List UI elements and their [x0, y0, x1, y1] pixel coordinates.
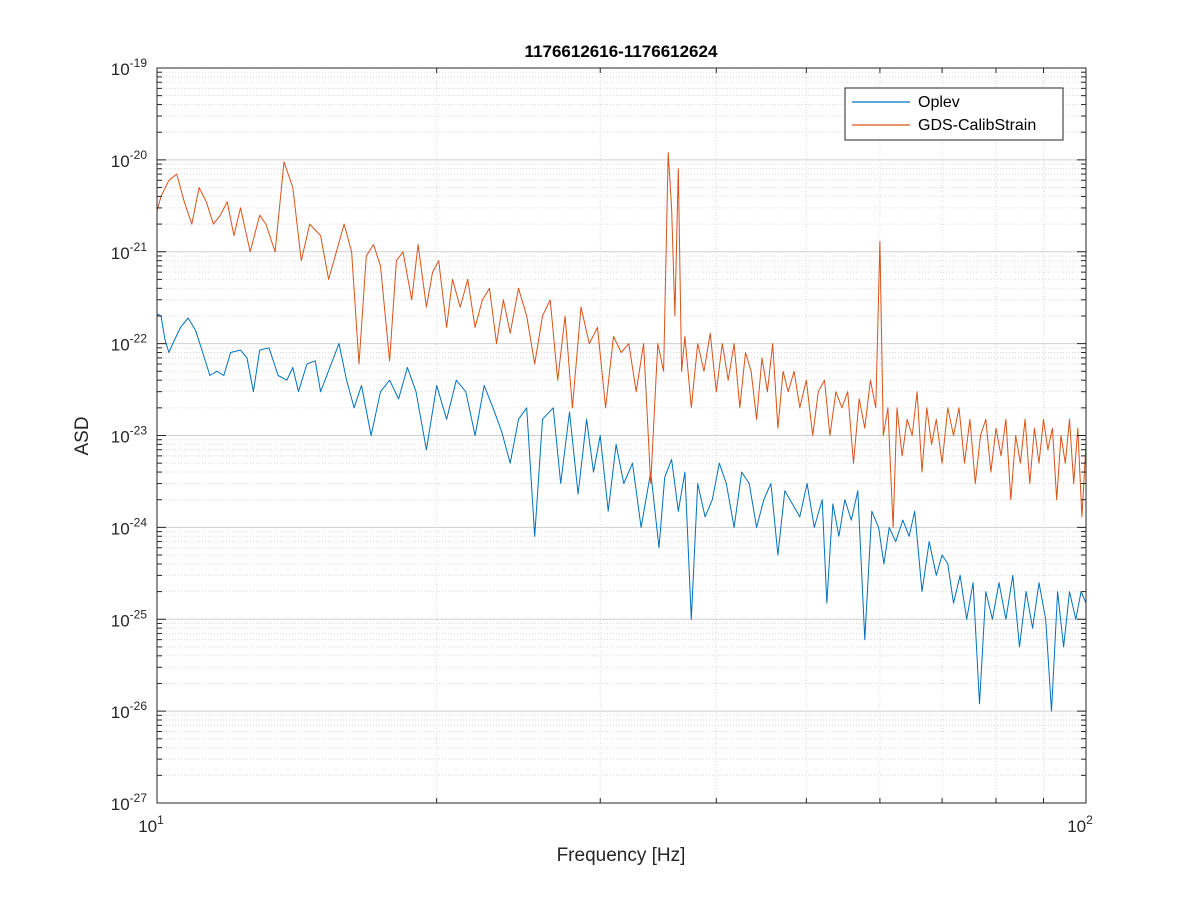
- y-tick-label-exponent: -23: [130, 424, 148, 438]
- y-tick-label: 10-23: [111, 424, 148, 447]
- y-tick-label-exponent: -22: [130, 332, 148, 346]
- y-tick-label: 10-21: [111, 240, 148, 263]
- chart-title: 1176612616-1176612624: [525, 42, 718, 61]
- y-tick-label-base: 10: [111, 152, 130, 171]
- x-tick-label-base: 10: [1067, 817, 1086, 836]
- y-tick-label-exponent: -19: [130, 56, 148, 70]
- y-axis-label: ASD: [72, 416, 93, 455]
- y-tick-label: 10-26: [111, 699, 148, 722]
- legend-label-oplev: Oplev: [918, 94, 960, 111]
- y-tick-labels: 10-1910-2010-2110-2210-2310-2410-2510-26…: [111, 56, 148, 814]
- y-tick-label-exponent: -27: [130, 791, 148, 805]
- legend: Oplev GDS-CalibStrain: [844, 87, 1064, 141]
- tick-marks: [157, 67, 1086, 804]
- y-tick-label-exponent: -24: [130, 515, 148, 529]
- legend-label-gds-calibstrain: GDS-CalibStrain: [918, 117, 1036, 134]
- y-tick-label-exponent: -26: [130, 699, 148, 713]
- y-tick-label: 10-20: [111, 148, 148, 171]
- y-tick-label-base: 10: [111, 428, 130, 447]
- y-tick-label-exponent: -20: [130, 148, 148, 162]
- y-tick-label-base: 10: [111, 60, 130, 79]
- y-tick-label-base: 10: [111, 611, 130, 630]
- y-tick-label-base: 10: [111, 795, 130, 814]
- legend-box: [844, 87, 1064, 141]
- y-tick-label: 10-22: [111, 332, 148, 355]
- x-tick-label: 101: [138, 813, 164, 836]
- y-tick-label-base: 10: [111, 519, 130, 538]
- y-tick-label-exponent: -21: [130, 240, 148, 254]
- y-tick-label-base: 10: [111, 336, 130, 355]
- x-tick-labels: 101 102: [138, 813, 1093, 836]
- y-tick-label: 10-24: [111, 515, 148, 538]
- y-tick-label: 10-25: [111, 607, 148, 630]
- x-tick-label: 102: [1067, 813, 1093, 836]
- x-tick-label-base: 10: [138, 817, 157, 836]
- y-tick-label-base: 10: [111, 703, 130, 722]
- series-line-gds-calibstrain: [156, 152, 1087, 528]
- series-line-oplev: [156, 313, 1087, 712]
- x-tick-label-exponent: 2: [1086, 813, 1093, 827]
- x-axis-label: Frequency [Hz]: [557, 845, 686, 866]
- y-tick-label: 10-27: [111, 791, 148, 814]
- y-tick-label-exponent: -25: [130, 607, 148, 621]
- series-layer: [156, 152, 1087, 712]
- y-tick-label-base: 10: [111, 244, 130, 263]
- y-tick-label: 10-19: [111, 56, 148, 79]
- x-tick-label-exponent: 1: [157, 813, 164, 827]
